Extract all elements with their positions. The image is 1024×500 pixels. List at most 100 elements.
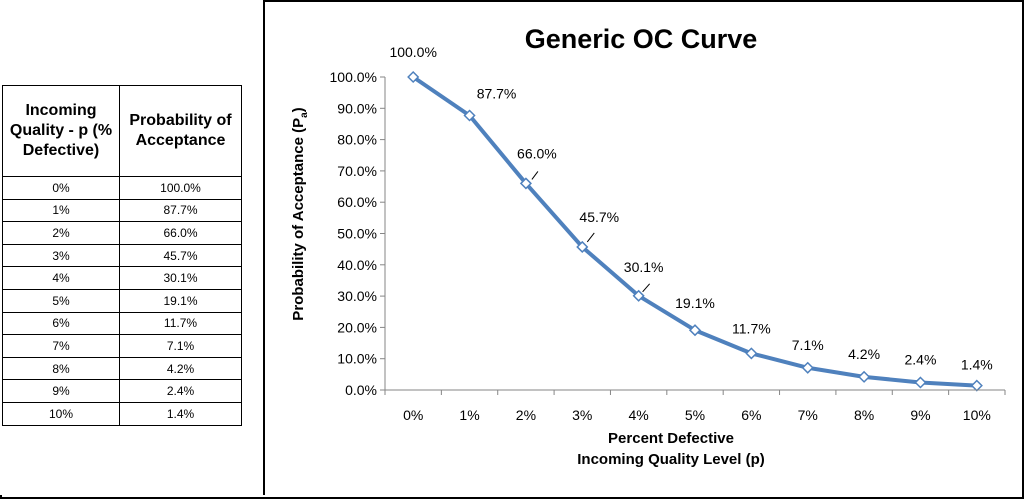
data-point-marker: [801, 361, 814, 374]
table-row: 0% 100.0%: [2, 176, 242, 200]
y-tick-label: 10.0%: [337, 351, 377, 367]
oc-table: Incoming Quality - p (% Defective) Proba…: [2, 85, 242, 426]
data-point-marker: [688, 324, 702, 337]
y-tick-label: 40.0%: [337, 257, 377, 273]
table-row: 1% 87.7%: [2, 198, 242, 223]
series-line: [412, 75, 977, 388]
data-label-leader: [531, 171, 539, 180]
y-tick-label: 60.0%: [337, 194, 377, 210]
x-tick-label: 8%: [854, 407, 874, 423]
cell-probability-acceptance: 7.1%: [119, 334, 242, 358]
chart-title: Generic OC Curve: [525, 24, 758, 54]
data-label: 87.7%: [477, 85, 517, 101]
data-label: 45.7%: [579, 209, 619, 225]
x-axis-ticks: 0% 1% 2% 3% 4% 5% 6% 7% 8% 9% 10%: [384, 390, 1006, 423]
header-probability-acceptance: Probability of Acceptance: [119, 85, 242, 177]
table-row: 10% 1.4%: [2, 401, 242, 426]
table-row: 4% 30.1%: [2, 266, 242, 290]
data-label: 7.1%: [792, 337, 824, 353]
cell-probability-acceptance: 100.0%: [119, 176, 242, 200]
cell-incoming-quality: 10%: [2, 401, 120, 426]
cell-probability-acceptance: 2.4%: [119, 379, 242, 403]
y-tick-label: 100.0%: [330, 69, 377, 85]
table-row: 9% 2.4%: [2, 379, 242, 403]
data-label: 2.4%: [904, 351, 936, 367]
cell-incoming-quality: 8%: [2, 356, 120, 381]
y-axis-label: Probability of Acceptance (Pa): [290, 107, 310, 320]
data-point-marker: [970, 379, 983, 392]
table-row: 3% 45.7%: [2, 243, 242, 268]
y-tick-label: 50.0%: [337, 226, 377, 242]
table-header-row: Incoming Quality - p (% Defective) Proba…: [2, 85, 242, 177]
y-axis-label-sub: a: [299, 112, 310, 118]
cell-incoming-quality: 1%: [2, 198, 120, 223]
cell-incoming-quality: 2%: [2, 221, 120, 245]
x-tick-label: 1%: [459, 407, 479, 423]
x-tick-label: 5%: [685, 407, 705, 423]
x-tick-label: 6%: [741, 407, 761, 423]
data-point-marker: [519, 177, 532, 190]
data-label: 11.7%: [732, 320, 771, 336]
data-point-marker: [407, 70, 420, 84]
y-tick-label: 70.0%: [337, 163, 377, 179]
y-axis-label-main: Probability of Acceptance (P: [290, 118, 307, 321]
cell-incoming-quality: 0%: [2, 176, 120, 200]
table-row: 8% 4.2%: [2, 356, 242, 381]
data-label: 100.0%: [389, 44, 436, 60]
data-label-leader: [642, 283, 651, 293]
header-incoming-quality: Incoming Quality - p (% Defective): [2, 85, 120, 177]
x-tick-label: 0%: [403, 407, 423, 423]
data-point-marker: [858, 370, 871, 383]
cell-probability-acceptance: 4.2%: [119, 356, 242, 381]
data-point-marker: [914, 376, 927, 389]
cell-probability-acceptance: 87.7%: [119, 198, 242, 223]
y-tick-label: 90.0%: [337, 100, 377, 116]
y-axis-label-end: ): [290, 107, 307, 112]
data-labels: 100.0% 87.7% 66.0% 45.7% 30.1% 19.1% 11.7% 7.1%…: [389, 44, 992, 373]
chart-panel: Generic OC Curve 0.0% 10.0% 20.0% 30.0% 40.0…: [265, 2, 1022, 495]
cell-incoming-quality: 7%: [2, 334, 120, 358]
x-tick-label: 10%: [963, 407, 991, 423]
cell-probability-acceptance: 11.7%: [119, 311, 242, 336]
data-point-marker: [463, 109, 476, 122]
table-row: 5% 19.1%: [2, 288, 242, 313]
table-row: 6% 11.7%: [2, 311, 242, 336]
table-row: 2% 66.0%: [2, 221, 242, 245]
table-row: 7% 7.1%: [2, 334, 242, 358]
data-label: 4.2%: [848, 346, 880, 362]
y-axis-ticks: 0.0% 10.0% 20.0% 30.0% 40.0% 50.0% 60.0% 70.0% 8…: [330, 69, 385, 398]
cell-probability-acceptance: 1.4%: [119, 401, 242, 426]
y-tick-label: 80.0%: [337, 132, 377, 148]
cell-probability-acceptance: 19.1%: [119, 288, 242, 313]
oc-curve-chart: Generic OC Curve 0.0% 10.0% 20.0% 30.0% 40.0…: [290, 24, 1006, 468]
y-tick-label: 30.0%: [337, 288, 377, 304]
data-label-leader: [586, 232, 595, 243]
x-tick-label: 3%: [572, 407, 592, 423]
cell-incoming-quality: 3%: [2, 243, 120, 268]
data-label: 1.4%: [961, 357, 993, 373]
x-tick-label: 2%: [516, 407, 536, 423]
data-point-marker: [576, 240, 589, 254]
x-tick-label: 9%: [910, 407, 930, 423]
y-tick-label: 0.0%: [345, 382, 377, 398]
data-label: 66.0%: [517, 145, 557, 161]
table-body: 0% 100.0% 1% 87.7% 2% 66.0% 3% 45.7% 4% 30.1% 5% 19…: [2, 176, 242, 426]
cell-incoming-quality: 9%: [2, 379, 120, 403]
data-point-marker: [745, 347, 758, 360]
x-tick-label: 7%: [798, 407, 818, 423]
cell-probability-acceptance: 45.7%: [119, 243, 242, 268]
data-point-marker: [632, 289, 645, 302]
cell-incoming-quality: 6%: [2, 311, 120, 336]
cell-probability-acceptance: 30.1%: [119, 266, 242, 290]
x-axis-label-line2: Incoming Quality Level (p): [577, 451, 765, 468]
table-panel: Incoming Quality - p (% Defective) Proba…: [0, 0, 265, 495]
cell-probability-acceptance: 66.0%: [119, 221, 242, 245]
series-pa: [407, 70, 983, 392]
cell-incoming-quality: 4%: [2, 266, 120, 290]
data-label: 30.1%: [624, 259, 664, 275]
cell-incoming-quality: 5%: [2, 288, 120, 313]
x-axis-label-line1: Percent Defective: [608, 430, 734, 447]
x-tick-label: 4%: [629, 407, 649, 423]
data-label: 19.1%: [675, 295, 715, 311]
y-tick-label: 20.0%: [337, 319, 377, 335]
